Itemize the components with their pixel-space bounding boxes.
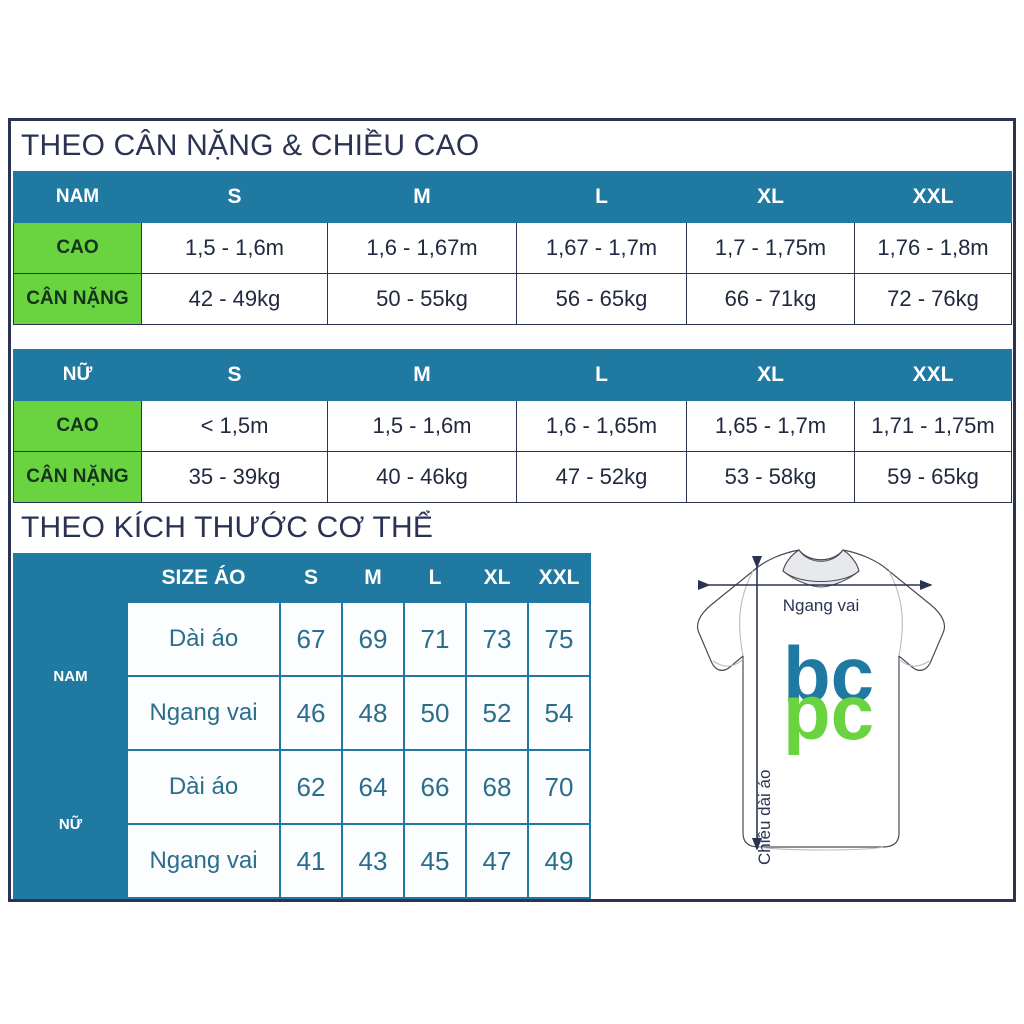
- cell-weight-s: 42 - 49kg: [141, 273, 328, 325]
- size-header-xl: XL: [686, 171, 855, 223]
- logo-text-pc: pc: [783, 668, 874, 756]
- size-header-xxl: XXL: [527, 553, 591, 603]
- cell-men-shoulder-s: 46: [279, 675, 343, 751]
- cuff-right: [898, 658, 930, 667]
- cell-men-length-m: 69: [341, 601, 405, 677]
- measure-label-shoulder: Ngang vai: [126, 675, 281, 751]
- table-row: CÂN NẶNG 35 - 39kg 40 - 46kg 47 - 52kg 5…: [13, 451, 1012, 503]
- size-header-m: M: [341, 553, 405, 603]
- cell-height-m: 1,5 - 1,6m: [327, 400, 517, 452]
- size-header-s: S: [279, 553, 343, 603]
- cell-women-length-xl: 68: [465, 749, 529, 825]
- brand-logo: bc pc: [783, 630, 874, 756]
- table-row-header: SIZE ÁO S M L XL XXL: [13, 553, 591, 603]
- cell-weight-xl: 53 - 58kg: [686, 451, 855, 503]
- row-label-height: CAO: [13, 400, 142, 452]
- cell-men-shoulder-xxl: 54: [527, 675, 591, 751]
- table-body-measurements: SIZE ÁO S M L XL XXL NAM Dài áo 67 69 71…: [13, 553, 591, 899]
- cell-weight-l: 47 - 52kg: [516, 451, 687, 503]
- cell-weight-xxl: 59 - 65kg: [854, 451, 1012, 503]
- table-row: CAO < 1,5m 1,5 - 1,6m 1,6 - 1,65m 1,65 -…: [13, 400, 1012, 452]
- cell-weight-xl: 66 - 71kg: [686, 273, 855, 325]
- corner-cell: [13, 553, 128, 603]
- cuff-left: [712, 658, 744, 667]
- cell-weight-m: 40 - 46kg: [327, 451, 517, 503]
- table-row: NỮ Dài áo 62 64 66 68 70: [13, 749, 591, 899]
- size-header-s: S: [141, 171, 328, 223]
- cell-weight-l: 56 - 65kg: [516, 273, 687, 325]
- logo-text-bc: bc: [783, 630, 874, 718]
- section-title-body-size: THEO KÍCH THƯỚC CƠ THỂ: [21, 511, 434, 544]
- cell-height-xl: 1,7 - 1,75m: [686, 222, 855, 274]
- size-header-m: M: [327, 349, 517, 401]
- cell-women-shoulder-l: 45: [403, 823, 467, 899]
- cell-men-shoulder-m: 48: [341, 675, 405, 751]
- size-header-m: M: [327, 171, 517, 223]
- size-ao-header: SIZE ÁO: [126, 553, 281, 603]
- cell-weight-m: 50 - 55kg: [327, 273, 517, 325]
- size-header-xxl: XXL: [854, 349, 1012, 401]
- size-header-xxl: XXL: [854, 171, 1012, 223]
- hem-line: [758, 846, 884, 851]
- cell-height-s: < 1,5m: [141, 400, 328, 452]
- cell-women-shoulder-xl: 47: [465, 823, 529, 899]
- table-row-header: NAM S M L XL XXL: [13, 171, 1012, 223]
- measure-label-length: Dài áo: [126, 749, 281, 825]
- size-header-l: L: [516, 349, 687, 401]
- row-label-weight: CÂN NẶNG: [13, 451, 142, 503]
- shirt-length-label: Chiều dài áo: [755, 769, 774, 865]
- cell-height-xxl: 1,71 - 1,75m: [854, 400, 1012, 452]
- cell-men-length-l: 71: [403, 601, 467, 677]
- section-title-weight-height: THEO CÂN NẶNG & CHIỀU CAO: [21, 129, 480, 162]
- cell-height-xxl: 1,76 - 1,8m: [854, 222, 1012, 274]
- cell-weight-s: 35 - 39kg: [141, 451, 328, 503]
- cell-women-length-xxl: 70: [527, 749, 591, 825]
- group-header-women: NỮ: [13, 349, 142, 401]
- table-weight-height-women: NỮ S M L XL XXL CAO < 1,5m 1,5 - 1,6m 1,…: [13, 349, 1012, 503]
- cell-women-length-l: 66: [403, 749, 467, 825]
- table-row: CAO 1,5 - 1,6m 1,6 - 1,67m 1,67 - 1,7m 1…: [13, 222, 1012, 274]
- cell-height-xl: 1,65 - 1,7m: [686, 400, 855, 452]
- cell-men-length-xl: 73: [465, 601, 529, 677]
- cell-women-shoulder-xxl: 49: [527, 823, 591, 899]
- cell-height-s: 1,5 - 1,6m: [141, 222, 328, 274]
- size-header-xl: XL: [686, 349, 855, 401]
- cell-men-length-s: 67: [279, 601, 343, 677]
- row-label-weight: CÂN NẶNG: [13, 273, 142, 325]
- table-row: NAM Dài áo 67 69 71 73 75: [13, 601, 591, 751]
- measure-label-length: Dài áo: [126, 601, 281, 677]
- group-label-men: NAM: [13, 601, 128, 751]
- cell-men-length-xxl: 75: [527, 601, 591, 677]
- cell-women-length-s: 62: [279, 749, 343, 825]
- table-row-header: NỮ S M L XL XXL: [13, 349, 1012, 401]
- chart-frame: THEO CÂN NẶNG & CHIỀU CAO NAM S M L XL X…: [8, 118, 1016, 902]
- row-label-height: CAO: [13, 222, 142, 274]
- group-label-women: NỮ: [13, 749, 128, 899]
- table-weight-height-men: NAM S M L XL XXL CAO 1,5 - 1,6m 1,6 - 1,…: [13, 171, 1012, 325]
- cell-weight-xxl: 72 - 76kg: [854, 273, 1012, 325]
- cell-height-m: 1,6 - 1,67m: [327, 222, 517, 274]
- shoulder-width-label: Ngang vai: [783, 596, 860, 615]
- tshirt-diagram: Ngang vai bc pc: [631, 533, 1011, 898]
- cell-women-shoulder-m: 43: [341, 823, 405, 899]
- cell-women-length-m: 64: [341, 749, 405, 825]
- measure-label-shoulder: Ngang vai: [126, 823, 281, 899]
- table-row: CÂN NẶNG 42 - 49kg 50 - 55kg 56 - 65kg 6…: [13, 273, 1012, 325]
- size-header-l: L: [516, 171, 687, 223]
- size-header-l: L: [403, 553, 467, 603]
- cell-women-shoulder-s: 41: [279, 823, 343, 899]
- size-header-s: S: [141, 349, 328, 401]
- size-header-xl: XL: [465, 553, 529, 603]
- chart-inner: THEO CÂN NẶNG & CHIỀU CAO NAM S M L XL X…: [11, 121, 1013, 899]
- cell-height-l: 1,67 - 1,7m: [516, 222, 687, 274]
- cell-men-shoulder-xl: 52: [465, 675, 529, 751]
- cell-men-shoulder-l: 50: [403, 675, 467, 751]
- logo-pc-group: pc: [783, 668, 874, 756]
- table-row: Ngang vai 46 48 50 52 54: [14, 675, 591, 751]
- logo-bc-group: bc: [783, 630, 874, 718]
- table-row: Ngang vai 41 43 45 47 49: [14, 823, 591, 899]
- group-header-men: NAM: [13, 171, 142, 223]
- cell-height-l: 1,6 - 1,65m: [516, 400, 687, 452]
